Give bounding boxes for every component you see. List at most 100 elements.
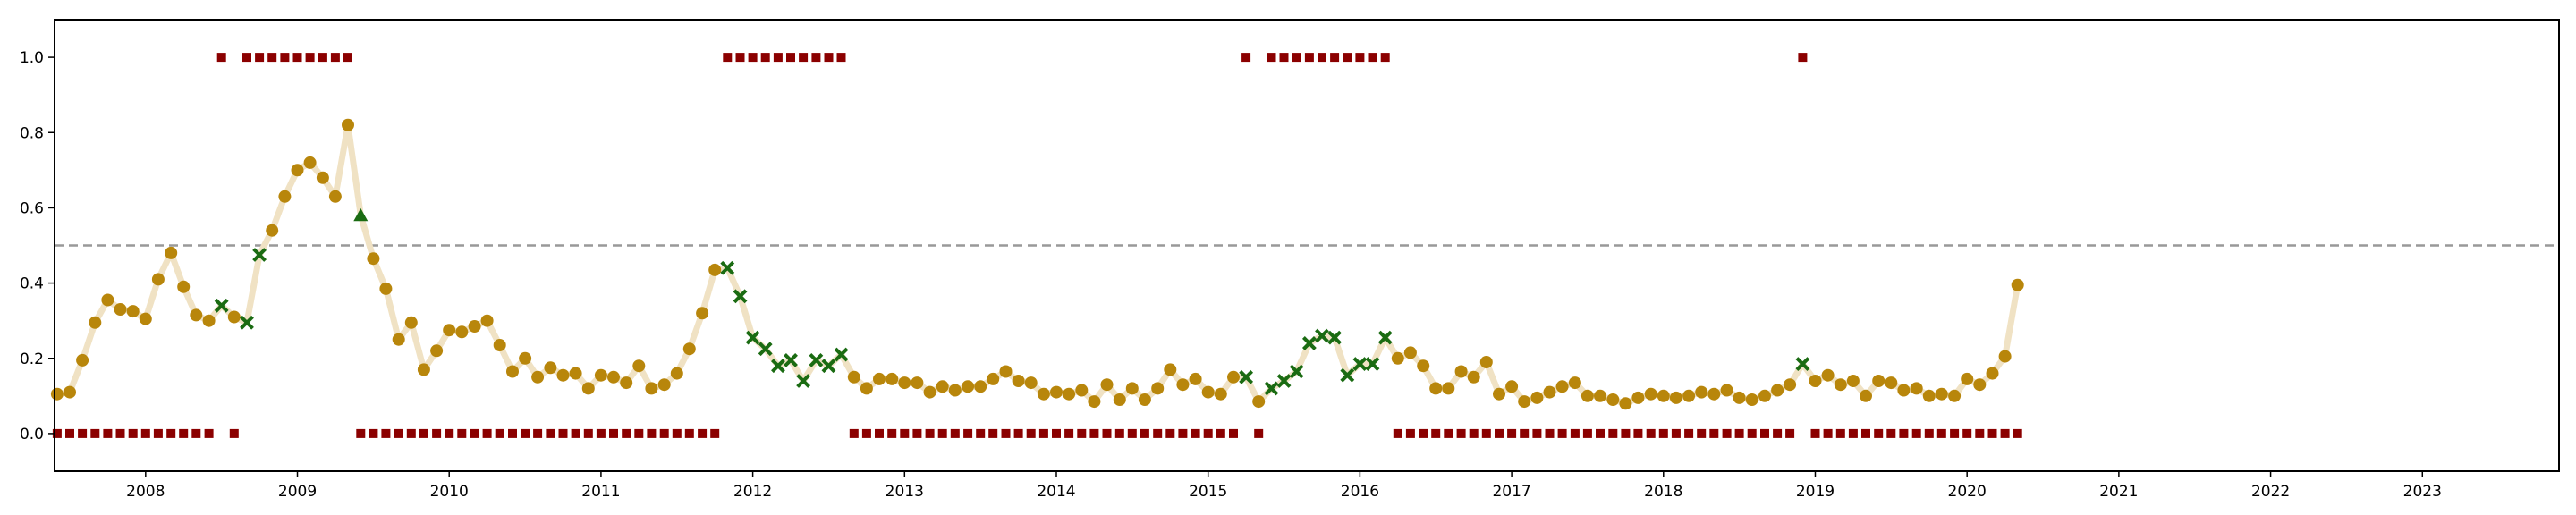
binary-point xyxy=(1621,428,1631,438)
probability-point xyxy=(404,316,418,329)
probability-point xyxy=(89,316,102,329)
probability-point-cross xyxy=(758,342,773,357)
probability-point xyxy=(392,333,405,346)
probability-point xyxy=(455,325,469,339)
probability-point xyxy=(367,252,380,266)
binary-point xyxy=(128,428,138,438)
x-tick-label: 2011 xyxy=(581,483,620,501)
probability-point xyxy=(544,361,557,375)
probability-point-cross xyxy=(796,374,811,388)
probability-point-cross xyxy=(821,359,836,374)
cross-stroke xyxy=(1340,367,1355,383)
binary-point xyxy=(937,428,947,438)
probability-point xyxy=(594,368,607,382)
probability-point xyxy=(1454,365,1468,378)
y-tick-label: 0.4 xyxy=(20,275,44,293)
binary-point xyxy=(609,428,618,438)
binary-point xyxy=(912,428,922,438)
binary-point xyxy=(672,428,682,438)
probability-point xyxy=(1088,395,1101,409)
binary-point xyxy=(1936,428,1946,438)
binary-point xyxy=(1292,53,1301,63)
probability-point xyxy=(1758,389,1771,402)
binary-point xyxy=(1026,428,1036,438)
binary-point xyxy=(811,53,821,63)
cross-stroke xyxy=(1377,330,1393,345)
probability-point xyxy=(696,307,709,320)
binary-point xyxy=(1823,428,1833,438)
probability-point-triangle xyxy=(353,207,369,222)
x-tick-label: 2021 xyxy=(2099,483,2138,501)
probability-point xyxy=(151,273,165,286)
probability-point xyxy=(328,190,342,203)
binary-point xyxy=(1545,428,1555,438)
binary-point xyxy=(1848,428,1858,438)
probability-point xyxy=(847,370,860,384)
binary-point xyxy=(799,53,809,63)
binary-point xyxy=(1520,428,1530,438)
probability-point xyxy=(1986,367,1999,380)
probability-point xyxy=(202,314,216,327)
binary-point xyxy=(1203,428,1213,438)
probability-point xyxy=(682,342,696,356)
binary-point xyxy=(1697,428,1707,438)
probability-point xyxy=(1063,387,1076,401)
probability-point-cross xyxy=(1301,336,1317,350)
probability-point xyxy=(506,365,519,378)
binary-point xyxy=(52,428,62,438)
binary-point xyxy=(1962,428,1972,438)
binary-point xyxy=(2000,428,2010,438)
cross-stroke xyxy=(758,342,773,357)
probability-point xyxy=(1075,384,1089,397)
binary-point xyxy=(229,428,239,438)
probability-point xyxy=(1100,378,1114,392)
binary-point xyxy=(1773,428,1783,438)
probability-point xyxy=(1037,387,1050,401)
probability-point xyxy=(1885,376,1898,390)
x-tick-label: 2018 xyxy=(1644,483,1682,501)
probability-point xyxy=(1910,382,1923,395)
x-tick-label: 2019 xyxy=(1796,483,1835,501)
probability-point xyxy=(1479,356,1493,368)
cross-stroke xyxy=(796,374,811,388)
binary-point xyxy=(1987,428,1997,438)
probability-point xyxy=(379,282,393,295)
probability-point xyxy=(1998,350,2012,363)
binary-point xyxy=(1481,428,1491,438)
binary-point xyxy=(305,53,315,63)
probability-point xyxy=(1138,393,1151,406)
binary-point xyxy=(103,428,113,438)
binary-point xyxy=(1038,428,1048,438)
probability-point-cross xyxy=(771,359,785,374)
x-tick-label: 2012 xyxy=(733,483,772,501)
binary-point xyxy=(78,428,88,438)
cross-stroke xyxy=(1301,336,1317,350)
probability-point xyxy=(860,382,873,395)
binary-point xyxy=(659,428,669,438)
axes-frame xyxy=(54,19,2560,472)
binary-point xyxy=(482,428,492,438)
binary-point xyxy=(950,428,960,438)
probability-point xyxy=(430,344,444,358)
probability-point xyxy=(190,308,203,322)
binary-point xyxy=(1064,428,1074,438)
binary-point xyxy=(419,428,428,438)
binary-point xyxy=(1608,428,1618,438)
probability-point xyxy=(898,376,911,390)
probability-point xyxy=(1151,382,1165,395)
binary-point xyxy=(698,428,708,438)
binary-point xyxy=(900,428,910,438)
binary-point xyxy=(723,53,733,63)
probability-point xyxy=(1113,393,1126,406)
binary-point xyxy=(1924,428,1934,438)
probability-point xyxy=(1403,346,1417,359)
probability-point xyxy=(1227,370,1240,384)
binary-point xyxy=(1671,428,1681,438)
binary-point xyxy=(508,428,517,438)
binary-point xyxy=(1229,428,1238,438)
binary-point xyxy=(1165,428,1175,438)
binary-point xyxy=(1052,428,1061,438)
probability-point xyxy=(873,372,886,385)
binary-point xyxy=(1646,428,1656,438)
